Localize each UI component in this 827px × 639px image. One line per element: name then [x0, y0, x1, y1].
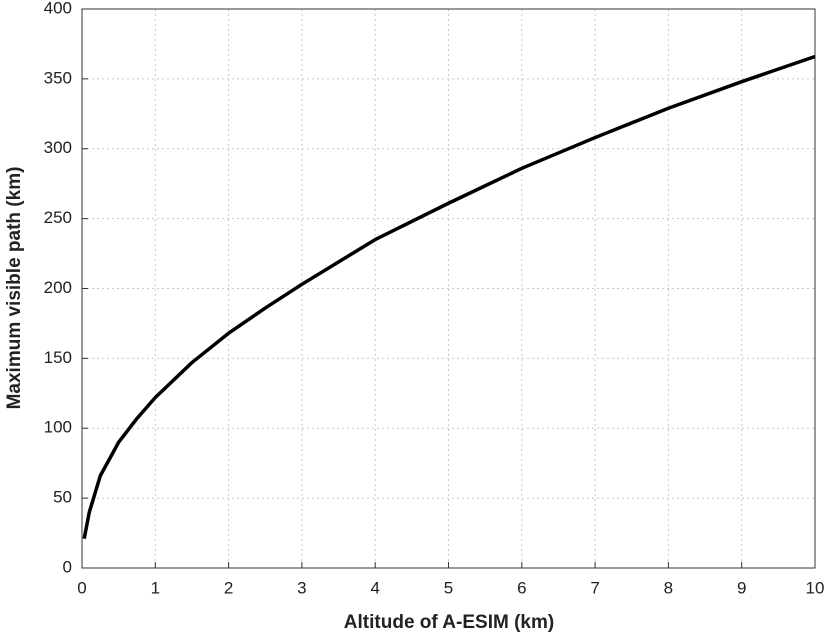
y-tick-label: 0 — [63, 557, 72, 576]
x-tick-label: 9 — [737, 578, 746, 597]
x-tick-label: 10 — [806, 578, 825, 597]
y-tick-label: 350 — [44, 68, 72, 87]
x-axis-label: Altitude of A-ESIM (km) — [344, 612, 554, 633]
x-tick-label: 5 — [444, 578, 453, 597]
y-tick-label: 200 — [44, 278, 72, 297]
y-tick-label: 150 — [44, 348, 72, 367]
x-tick-label: 0 — [77, 578, 86, 597]
y-tick-label: 100 — [44, 418, 72, 437]
x-tick-label: 3 — [297, 578, 306, 597]
y-tick-label: 50 — [53, 488, 72, 507]
x-tick-label: 8 — [664, 578, 673, 597]
y-tick-label: 250 — [44, 208, 72, 227]
plot-frame — [81, 8, 816, 569]
x-tick-label: 1 — [151, 578, 160, 597]
x-tick-label: 7 — [590, 578, 599, 597]
y-tick-label: 300 — [44, 138, 72, 157]
x-tick-label: 4 — [370, 578, 379, 597]
x-tick-label: 2 — [224, 578, 233, 597]
x-tick-label: 6 — [517, 578, 526, 597]
y-axis-label: Maximum visible path (km) — [4, 167, 25, 410]
line — [82, 54, 816, 539]
y-tick-label: 400 — [44, 0, 72, 17]
